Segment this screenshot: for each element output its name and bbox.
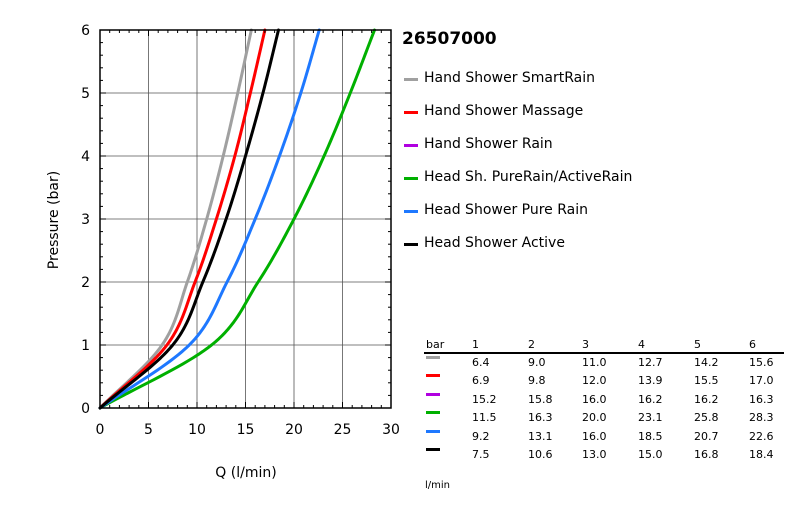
legend-label: Hand Shower SmartRain bbox=[424, 70, 596, 86]
chart-ticks: 0 5 10 15 20 25 30 0 1 2 3 4 5 6 bbox=[81, 23, 400, 438]
x-tick-label: 0 bbox=[96, 422, 105, 438]
legend-label: Head Sh. PureRain/ActiveRain bbox=[424, 169, 633, 186]
y-tick-label: 4 bbox=[81, 149, 90, 165]
table-column-header: 3 bbox=[582, 338, 589, 351]
table-column-header: 2 bbox=[528, 338, 535, 351]
table-cell: 6.9 bbox=[472, 374, 490, 388]
table-cell: 16.0 bbox=[582, 429, 607, 443]
table-cell: 16.3 bbox=[528, 411, 553, 425]
legend-label: Hand Shower Rain bbox=[424, 136, 553, 153]
y-tick-label: 5 bbox=[81, 86, 90, 102]
table-cell: 15.5 bbox=[694, 374, 719, 388]
table-row-swatch bbox=[426, 392, 440, 396]
table-cell: 11.5 bbox=[472, 411, 497, 425]
table-row-swatch bbox=[426, 356, 440, 359]
table-cell: 16.2 bbox=[638, 392, 663, 406]
y-tick-label: 3 bbox=[81, 212, 90, 228]
table-column-header: 4 bbox=[638, 338, 645, 351]
chart-series-lines bbox=[98, 28, 377, 410]
legend-label: Head Shower Active bbox=[424, 235, 565, 252]
table-cell: 9.0 bbox=[528, 356, 546, 369]
chart-grid bbox=[100, 30, 391, 408]
y-tick-label: 2 bbox=[81, 275, 90, 291]
table-cell: 9.8 bbox=[528, 374, 546, 388]
table-cell: 14.2 bbox=[694, 356, 719, 369]
y-axis-label: Pressure (bar) bbox=[46, 171, 62, 269]
table-cell: 20.7 bbox=[694, 429, 719, 443]
legend-swatch bbox=[404, 177, 418, 181]
y-tick-label: 1 bbox=[81, 338, 90, 354]
table-cell: 18.5 bbox=[638, 429, 663, 443]
table-column-header: 1 bbox=[472, 338, 479, 351]
table-cell: 16.8 bbox=[694, 447, 719, 461]
x-tick-label: 5 bbox=[144, 422, 153, 438]
series-line-1 bbox=[98, 28, 267, 410]
x-tick-label: 15 bbox=[237, 422, 255, 438]
table-cell: 16.3 bbox=[749, 392, 774, 406]
table-cell: 25.8 bbox=[694, 411, 719, 425]
legend-swatch bbox=[404, 243, 418, 247]
table-row-swatch bbox=[426, 447, 440, 451]
table-header-bar-label: bar bbox=[426, 338, 445, 351]
table-column-header: 5 bbox=[694, 338, 701, 351]
table-cell: 15.2 bbox=[472, 392, 497, 406]
table-cell: 17.0 bbox=[749, 374, 774, 388]
x-tick-label: 10 bbox=[188, 422, 206, 438]
table-cell: 18.4 bbox=[749, 447, 774, 461]
table-column-header: 6 bbox=[749, 338, 756, 351]
legend-swatch bbox=[404, 78, 418, 81]
table-row-swatch bbox=[426, 411, 440, 415]
table-cell: 10.6 bbox=[528, 447, 553, 461]
table-cell: 11.0 bbox=[582, 356, 607, 369]
table-cell: 6.4 bbox=[472, 356, 490, 369]
table-cell: 15.0 bbox=[638, 447, 663, 461]
legend-label: Head Shower Pure Rain bbox=[424, 202, 588, 219]
table-row-swatch bbox=[426, 374, 440, 378]
table-cell: 12.7 bbox=[638, 356, 663, 369]
table-cell: 22.6 bbox=[749, 429, 774, 443]
x-axis-label: Q (l/min) bbox=[215, 465, 276, 481]
table-cell: 23.1 bbox=[638, 411, 663, 425]
legend-swatch bbox=[404, 111, 418, 115]
legend-swatch bbox=[404, 144, 418, 148]
series-line-4 bbox=[98, 28, 321, 410]
legend-label: Hand Shower Massage bbox=[424, 103, 584, 120]
table-cell: 9.2 bbox=[472, 429, 490, 443]
table-cell: 16.0 bbox=[582, 392, 607, 406]
series-line-5 bbox=[98, 28, 280, 410]
series-line-3 bbox=[98, 28, 377, 410]
table-cell: 7.5 bbox=[472, 447, 490, 461]
legend-swatch bbox=[404, 210, 418, 214]
table-unit-label: l/min bbox=[425, 480, 451, 491]
y-tick-label: 0 bbox=[81, 401, 90, 417]
table-cell: 13.9 bbox=[638, 374, 663, 388]
table-cell: 16.2 bbox=[694, 392, 719, 406]
x-tick-label: 25 bbox=[334, 422, 352, 438]
x-tick-label: 30 bbox=[382, 422, 400, 438]
series-line-0 bbox=[98, 28, 253, 410]
table-cell: 13.1 bbox=[528, 429, 553, 443]
table-cell: 12.0 bbox=[582, 374, 607, 388]
table-cell: 13.0 bbox=[582, 447, 607, 461]
y-tick-label: 6 bbox=[81, 23, 90, 39]
table-cell: 28.3 bbox=[749, 411, 774, 425]
table-header-rule bbox=[424, 352, 784, 354]
x-tick-label: 20 bbox=[285, 422, 303, 438]
table-cell: 15.6 bbox=[749, 356, 774, 369]
table-cell: 15.8 bbox=[528, 392, 553, 406]
table-cell: 20.0 bbox=[582, 411, 607, 425]
table-row-swatch bbox=[426, 429, 440, 433]
product-code-title: 26507000 bbox=[402, 29, 497, 49]
